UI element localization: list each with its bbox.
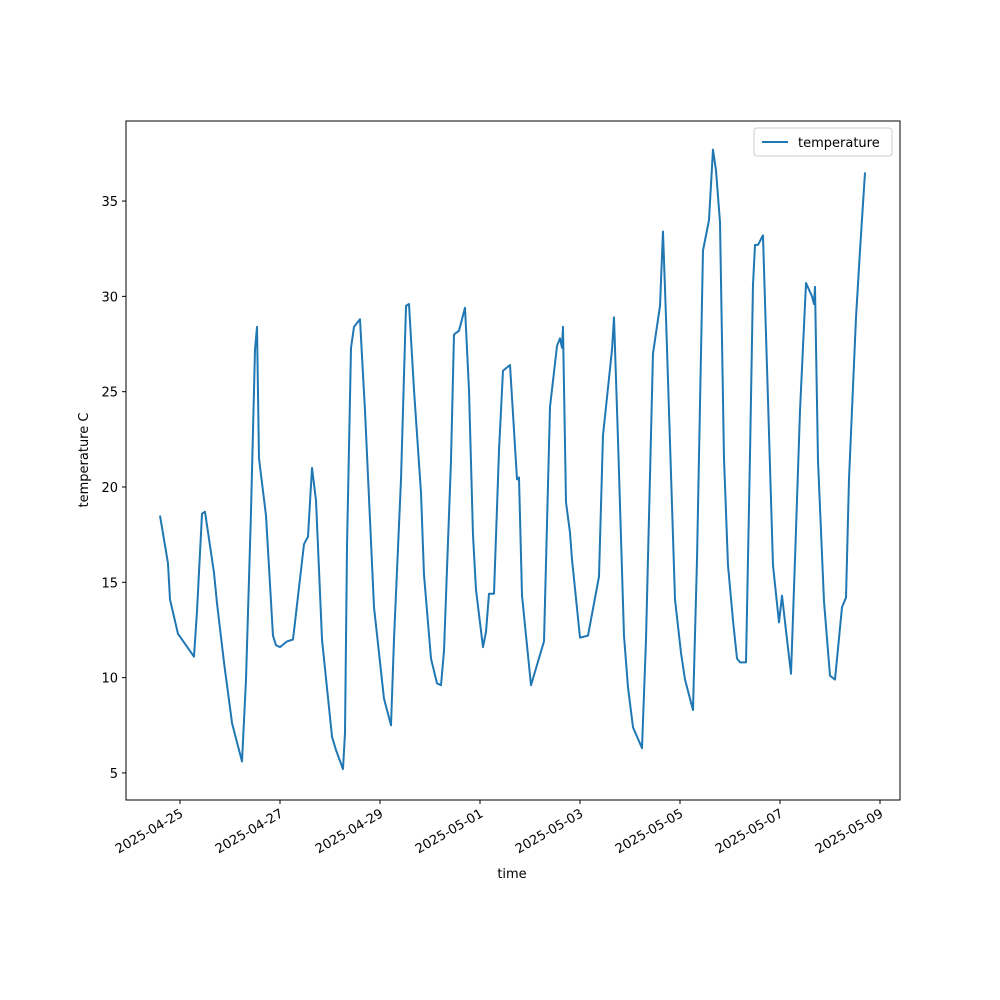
legend-label: temperature — [798, 136, 880, 151]
x-axis-label: time — [497, 867, 526, 882]
y-tick-label: 10 — [101, 672, 118, 687]
y-tick-label: 30 — [101, 290, 118, 305]
y-tick-label: 5 — [110, 767, 118, 782]
plot-frame — [125, 120, 901, 801]
y-tick-label: 25 — [101, 386, 118, 401]
y-tick-label: 35 — [101, 195, 118, 210]
y-axis-label: temperature C — [77, 413, 92, 508]
legend-box — [753, 127, 893, 157]
y-tick-label: 20 — [101, 481, 118, 496]
line-series — [159, 148, 866, 771]
y-tick-label: 15 — [101, 576, 118, 591]
